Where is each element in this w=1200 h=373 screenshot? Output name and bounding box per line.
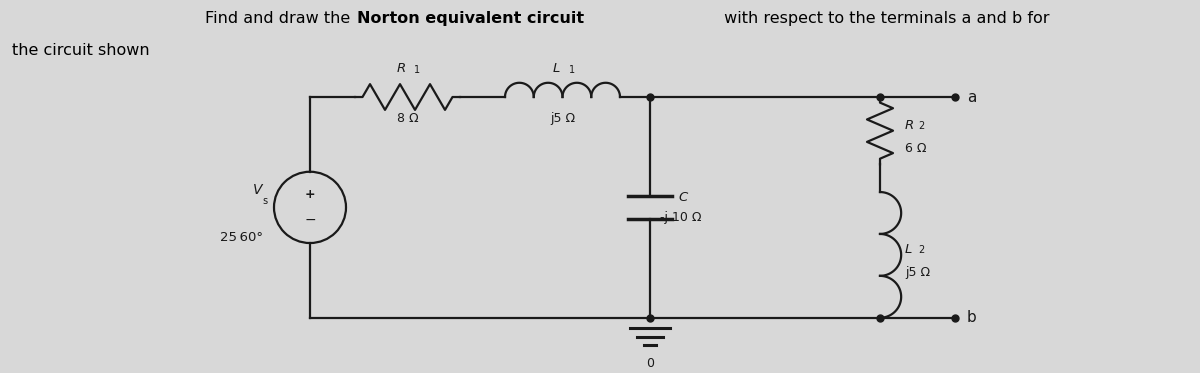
Text: L: L bbox=[905, 244, 912, 257]
Text: 25 60°: 25 60° bbox=[221, 231, 264, 244]
Text: R: R bbox=[396, 62, 406, 75]
Text: V: V bbox=[253, 182, 263, 197]
Text: 2: 2 bbox=[918, 245, 924, 255]
Text: 1: 1 bbox=[414, 65, 420, 75]
Text: −: − bbox=[304, 213, 316, 227]
Text: R: R bbox=[905, 119, 914, 132]
Text: 0: 0 bbox=[646, 357, 654, 370]
Text: s: s bbox=[263, 197, 268, 206]
Text: Find and draw the: Find and draw the bbox=[205, 11, 355, 26]
Text: 8 Ω: 8 Ω bbox=[397, 112, 419, 125]
Text: 2: 2 bbox=[918, 121, 924, 131]
Text: a: a bbox=[967, 90, 977, 104]
Text: Norton equivalent circuit: Norton equivalent circuit bbox=[358, 11, 584, 26]
Text: C: C bbox=[678, 191, 688, 204]
Text: j5 Ω: j5 Ω bbox=[550, 112, 575, 125]
Text: j5 Ω: j5 Ω bbox=[905, 266, 930, 279]
Text: -j 10 Ω: -j 10 Ω bbox=[660, 211, 702, 224]
Text: 1: 1 bbox=[569, 65, 575, 75]
Text: +: + bbox=[305, 188, 316, 201]
Text: L: L bbox=[553, 62, 560, 75]
Text: the circuit shown: the circuit shown bbox=[12, 43, 150, 57]
Text: 6 Ω: 6 Ω bbox=[905, 142, 926, 155]
Text: b: b bbox=[967, 310, 977, 325]
Text: with respect to the terminals a and b for: with respect to the terminals a and b fo… bbox=[719, 11, 1050, 26]
